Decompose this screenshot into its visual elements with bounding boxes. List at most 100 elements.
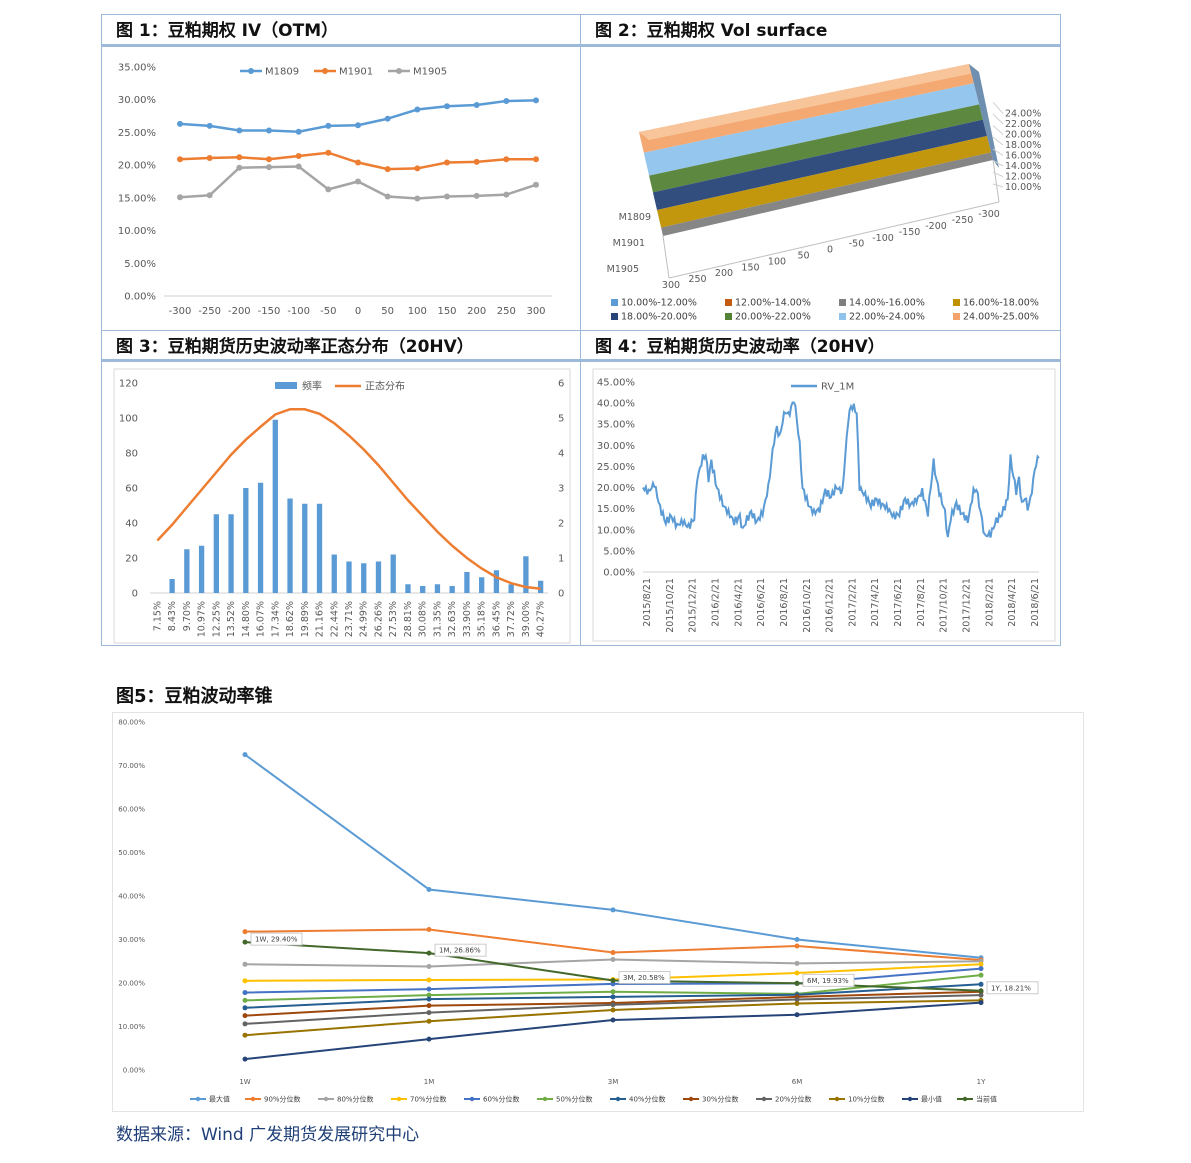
fig2-z-tick: 10.00% <box>1005 182 1041 193</box>
fig1-y-tick: 20.00% <box>118 161 156 172</box>
fig5-data-point <box>978 966 984 972</box>
fig5-y-tick: 60.00% <box>118 806 145 814</box>
fig4-y-tick: 30.00% <box>597 441 635 452</box>
fig3-bar <box>508 584 514 593</box>
fig4-hv-timeseries-chart: 0.00% 5.00% 10.00% 15.00% 20.00% 25.00% 30.00%… <box>581 365 1060 645</box>
fig1-data-point <box>503 98 510 105</box>
fig3-bar <box>449 586 455 593</box>
fig5-legend-marker <box>962 1096 968 1102</box>
fig3-bar <box>198 545 205 593</box>
fig2-x-tick: 300 <box>662 280 680 291</box>
fig1-data-point <box>414 195 421 202</box>
fig1-data-point <box>236 127 243 134</box>
fig2-z-gridline <box>992 125 1004 135</box>
fig2-z-tick: 22.00% <box>1005 119 1041 130</box>
fig5-data-point <box>794 980 800 986</box>
fig2-z-tick: 20.00% <box>1005 130 1041 141</box>
fig4-x-tick: 2018/4/21 <box>1007 578 1018 627</box>
fig5-data-point <box>978 961 984 967</box>
fig2-surface-band <box>661 152 993 236</box>
fig1-legend-label: M1905 <box>413 67 447 78</box>
fig3-x-tick: 8.43% <box>167 601 178 631</box>
fig3-x-tick: 31.35% <box>432 601 443 637</box>
fig1-data-point <box>444 193 450 200</box>
fig3-x-tick: 21.16% <box>315 601 326 637</box>
fig3-x-tick: 24.99% <box>359 601 370 637</box>
fig2-contract-label: M1901 <box>613 238 645 249</box>
fig1-x-tick: 0 <box>355 306 361 317</box>
fig1-x-tick: 250 <box>497 306 516 317</box>
fig5-annotation-label: 6M, 19.93% <box>807 977 849 985</box>
fig2-z-tick: 24.00% <box>1005 109 1041 120</box>
fig4-x-tick: 2018/2/21 <box>984 578 995 627</box>
fig5-data-point <box>426 1036 432 1042</box>
fig1-data-point <box>355 178 361 185</box>
fig5-annotation-box <box>250 932 303 946</box>
fig4-x-tick: 2015/8/21 <box>642 578 653 627</box>
fig5-legend-marker <box>250 1096 256 1102</box>
fig4-y-tick: 45.00% <box>597 378 635 389</box>
fig1-x-tick: 200 <box>467 306 486 317</box>
fig3-x-tick: 39.00% <box>521 601 532 637</box>
fig3-bar <box>331 554 337 593</box>
fig2-legend-label: 18.00%-20.00% <box>621 312 697 323</box>
fig1-data-point <box>503 156 510 163</box>
fig5-data-point <box>242 1013 248 1019</box>
fig5-y-tick: 50.00% <box>118 849 145 857</box>
fig1-x-tick: -100 <box>287 306 310 317</box>
fig1-y-tick: 30.00% <box>118 95 156 106</box>
fig3-bar <box>213 514 219 593</box>
fig3-y-tick: 100 <box>119 414 138 425</box>
fig5-data-point <box>242 961 248 967</box>
fig3-x-tick: 32.63% <box>447 601 458 637</box>
fig5-legend-marker <box>542 1096 548 1102</box>
fig1-legend-marker <box>248 68 254 74</box>
fig2-z-gridline <box>992 148 1004 156</box>
fig2-legend-label: 14.00%-16.00% <box>849 298 925 309</box>
fig5-y-tick: 40.00% <box>118 893 145 901</box>
fig2-surface-band <box>649 104 983 193</box>
fig2-z-gridline <box>992 183 1004 188</box>
fig2-depth-axis <box>662 235 670 279</box>
fig1-data-point <box>503 191 510 198</box>
fig1-x-tick: 150 <box>437 306 456 317</box>
fig1-data-point <box>473 101 480 108</box>
fig5-data-point <box>978 1000 984 1006</box>
fig5-legend-marker <box>761 1096 767 1102</box>
fig4-x-tick: 2017/10/21 <box>939 578 950 633</box>
fig5-y-tick: 10.00% <box>118 1023 145 1031</box>
fig3-bar <box>493 570 500 593</box>
fig4-x-tick: 2017/8/21 <box>916 578 927 627</box>
fig1-data-point <box>177 156 183 163</box>
fig1-data-point <box>295 152 302 159</box>
fig4-plot-frame <box>592 368 1056 642</box>
fig4-x-tick: 2018/6/21 <box>1030 578 1041 627</box>
fig3-x-tick: 40.27% <box>536 601 547 637</box>
fig3-bar <box>316 503 323 593</box>
fig5-legend-label: 80%分位数 <box>337 1095 374 1104</box>
fig3-legend-swatch <box>275 382 297 389</box>
fig2-z-gridline <box>992 160 1004 167</box>
fig3-x-tick: 28.81% <box>403 601 414 637</box>
fig2-legend-swatch <box>725 313 732 320</box>
fig2-legend-swatch <box>611 313 618 320</box>
fig3-bar <box>346 561 352 593</box>
fig4-y-tick: 15.00% <box>597 504 635 515</box>
fig3-y2-tick: 1 <box>558 554 564 565</box>
fig3-x-tick: 7.15% <box>152 601 163 631</box>
fig5-x-tick: 1M <box>424 1078 435 1086</box>
fig3-x-tick: 36.45% <box>491 601 502 637</box>
fig1-iv-chart: 0.00% 5.00% 10.00% 15.00% 20.00% 25.00% 30.00%… <box>102 50 580 328</box>
fig5-data-point <box>242 997 248 1003</box>
fig5-annotation-box <box>802 973 855 987</box>
fig1-x-tick: -200 <box>228 306 251 317</box>
fig3-y-tick: 20 <box>125 554 138 565</box>
fig3-y2-tick: 5 <box>558 414 564 425</box>
fig2-x-tick: -300 <box>978 209 1000 220</box>
fig2-legend-label: 20.00%-22.00% <box>735 312 811 323</box>
fig5-plot-frame <box>112 712 1084 1112</box>
fig5-bg <box>112 712 1084 1112</box>
fig5-data-point <box>794 943 800 949</box>
fig2-x-tick: -100 <box>872 233 894 244</box>
fig4-y-tick: 20.00% <box>597 483 635 494</box>
